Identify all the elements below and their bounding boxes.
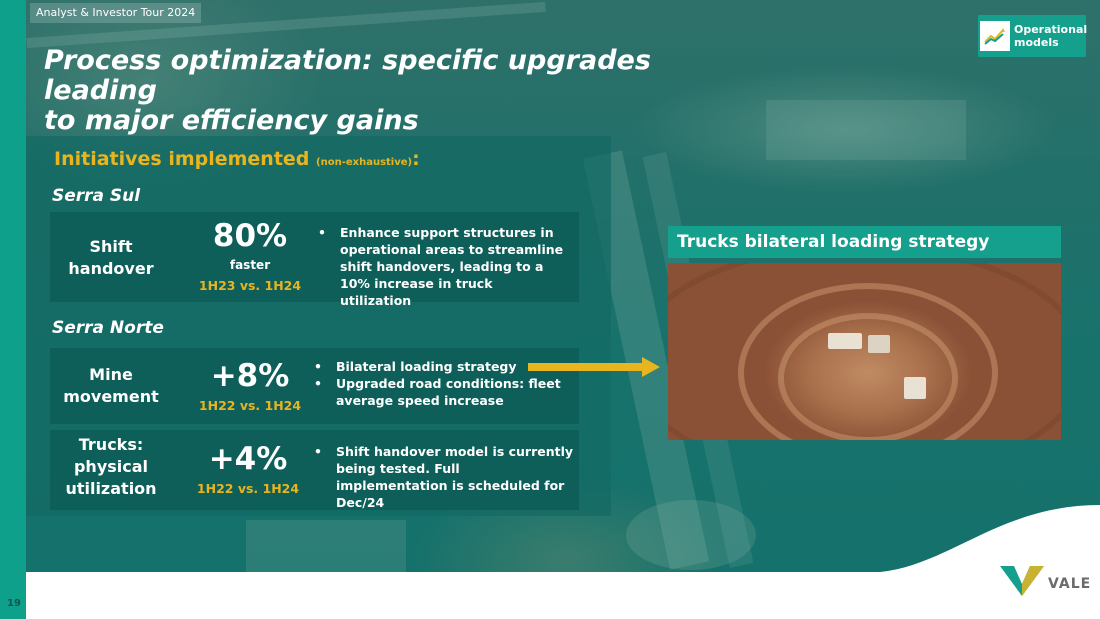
initiatives-qualifier: (non-exhaustive) (316, 157, 413, 168)
period-trucks-utilization: 1H22 vs. 1H24 (196, 481, 300, 496)
section-badge: Operational models (978, 15, 1088, 57)
arrow-right-icon (528, 357, 660, 377)
badge-label: Operational models (1014, 23, 1088, 49)
bullet-item: Bilateral loading strategy (314, 358, 564, 375)
bullet-item: Shift handover model is currently being … (314, 443, 574, 511)
row-label-mine-movement: Mine movement (63, 365, 159, 406)
title-line-2: to major efficiency gains (44, 105, 419, 136)
region-title-serra-norte: Serra Norte (52, 318, 164, 338)
initiatives-heading: Initiatives implemented (non-exhaustive)… (54, 148, 420, 170)
period-mine-movement: 1H22 vs. 1H24 (198, 398, 302, 413)
page-title: Process optimization: specific upgrades … (44, 46, 764, 136)
left-accent-strip (0, 0, 26, 619)
photo-panel-title: Trucks bilateral loading strategy (668, 226, 1061, 258)
title-line-1: Process optimization: specific upgrades … (44, 45, 651, 106)
metric-sub-shift-handover: faster (229, 258, 271, 272)
row-label-trucks-utilization: Trucks: physical utilization (65, 435, 157, 498)
footer-wave (880, 505, 1100, 619)
page-number: 19 (7, 598, 21, 609)
metric-mine-movement: +8% (210, 358, 290, 394)
event-label: Analyst & Investor Tour 2024 (30, 3, 202, 23)
bullet-item: Enhance support structures in operationa… (318, 224, 568, 309)
metric-shift-handover: 80% (212, 218, 288, 254)
bullets-trucks-utilization: Shift handover model is currently being … (314, 443, 574, 511)
period-shift-handover: 1H23 vs. 1H24 (198, 278, 302, 293)
trend-chart-icon (980, 21, 1010, 51)
bullets-shift-handover: Enhance support structures in operationa… (318, 224, 568, 309)
metric-trucks-utilization: +4% (208, 441, 288, 477)
bullet-item: Upgraded road conditions: fleet average … (314, 375, 564, 409)
row-label-shift-handover: Shift handover (68, 237, 154, 278)
vale-logo-text: VALE (1048, 576, 1092, 592)
mine-pit-photo (668, 263, 1061, 440)
bullets-mine-movement: Bilateral loading strategy Upgraded road… (314, 358, 564, 409)
region-title-serra-sul: Serra Sul (52, 186, 141, 206)
vale-logo-icon (1000, 566, 1044, 596)
